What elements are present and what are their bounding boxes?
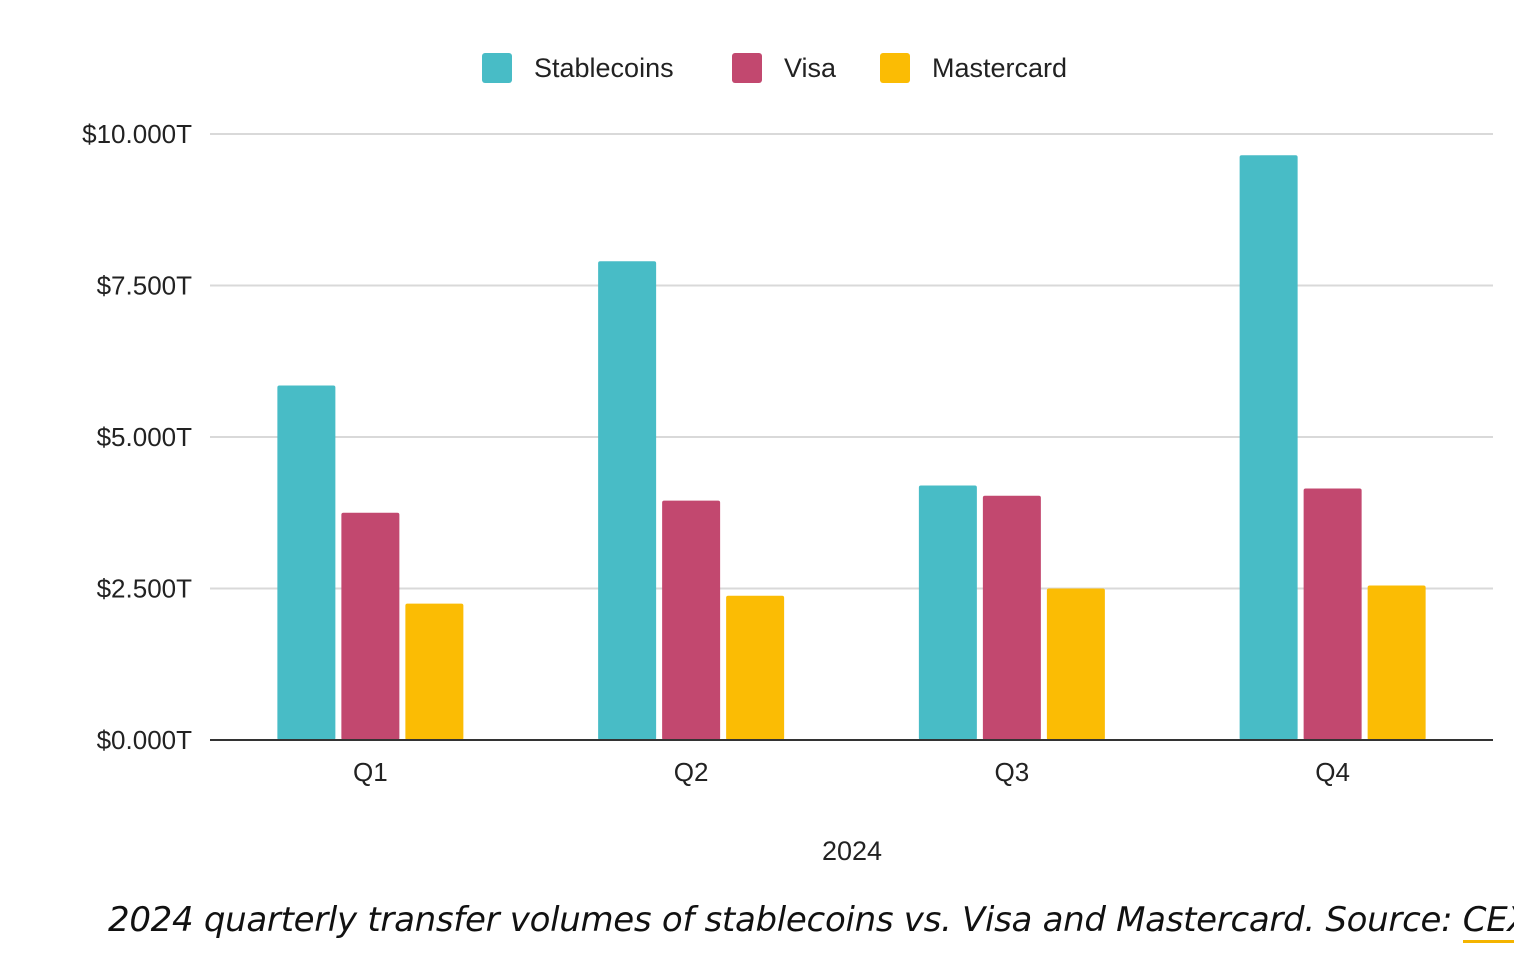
bar-visa-q1	[341, 512, 400, 740]
legend-item-mastercard: Mastercard	[880, 52, 1067, 84]
bar-mastercard-q1	[405, 603, 464, 740]
legend-swatch-mastercard	[880, 53, 910, 83]
source-link[interactable]: CEX.io	[1462, 900, 1514, 943]
bar-mastercard-q4	[1367, 585, 1426, 740]
bar-visa-q3	[982, 495, 1041, 740]
y-tick-label: $7.500T	[97, 271, 193, 301]
legend-label-mastercard: Mastercard	[932, 52, 1068, 83]
x-axis-label: 2024	[822, 836, 882, 866]
gridlines	[210, 133, 1493, 590]
x-tick-label: Q2	[674, 757, 709, 787]
bar-visa-q2	[662, 500, 721, 740]
bar-chart: $0.000T$2.500T$5.000T$7.500T$10.000T Q1 Q…	[82, 119, 1493, 866]
legend-swatch-visa	[732, 53, 762, 83]
bar-stablecoins-q1	[277, 385, 336, 740]
bar-stablecoins-q2	[598, 261, 657, 740]
bar-mastercard-q3	[1046, 588, 1105, 740]
legend-item-visa: Visa	[732, 52, 836, 84]
legend-label-visa: Visa	[784, 52, 837, 83]
figure-caption: 2024 quarterly transfer volumes of stabl…	[108, 900, 1514, 943]
y-tick-label: $0.000T	[97, 725, 193, 755]
bar-stablecoins-q4	[1239, 155, 1298, 740]
x-tick-labels: Q1 Q2 Q3 Q4	[353, 757, 1350, 787]
legend-item-stablecoins: Stablecoins	[482, 52, 674, 84]
y-tick-label: $5.000T	[97, 422, 193, 452]
bars	[277, 155, 1426, 740]
legend-label-stablecoins: Stablecoins	[534, 52, 674, 83]
x-tick-label: Q1	[353, 757, 388, 787]
x-tick-label: Q4	[1315, 757, 1350, 787]
bar-mastercard-q2	[726, 595, 785, 740]
y-tick-label: $10.000T	[82, 119, 192, 149]
legend-swatch-stablecoins	[482, 53, 512, 83]
y-tick-labels: $0.000T $2.500T $5.000T $7.500T $10.000T	[82, 119, 192, 755]
bar-stablecoins-q3	[918, 485, 977, 740]
caption-text: 2024 quarterly transfer volumes of stabl…	[108, 900, 1463, 940]
x-tick-label: Q3	[995, 757, 1030, 787]
y-tick-label: $2.500T	[97, 574, 193, 604]
bar-visa-q4	[1303, 488, 1362, 740]
